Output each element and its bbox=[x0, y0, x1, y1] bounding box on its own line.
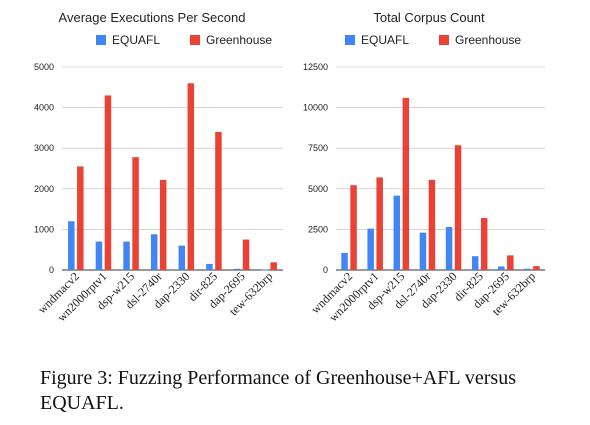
chart2-ytick-2: 5000 bbox=[308, 184, 328, 194]
chart1-legend-swatch-1 bbox=[190, 35, 200, 45]
chart2-ytick-3: 7500 bbox=[308, 143, 328, 153]
chart1-bar-greenhouse-wn2000rptv1 bbox=[104, 95, 112, 270]
chart1-bar-greenhouse-dsl-2740r bbox=[159, 179, 167, 270]
chart2-bar-greenhouse-dap-2330 bbox=[454, 145, 462, 270]
chart2-ytick-1: 2500 bbox=[308, 224, 328, 234]
chart1-bar-equafl-dir-825 bbox=[206, 263, 213, 270]
chart1-legend-swatch-0 bbox=[96, 35, 106, 45]
chart2-bar-greenhouse-dsl-2740r bbox=[428, 179, 436, 270]
chart2-bar-greenhouse-wndmacv2 bbox=[350, 185, 357, 270]
chart1-bar-greenhouse-dsp-w215 bbox=[132, 157, 139, 270]
chart2-bar-greenhouse-dsp-w215 bbox=[402, 97, 410, 270]
chart1-bar-greenhouse-dap-2330 bbox=[187, 83, 195, 271]
chart2-ytick-0: 0 bbox=[323, 265, 328, 275]
chart2-legend-label-0: EQUAFL bbox=[361, 33, 409, 47]
chart1-bar-greenhouse-dap-2695 bbox=[242, 239, 250, 270]
chart1-ytick-2: 2000 bbox=[34, 184, 54, 194]
chart2-bar-equafl-dap-2695 bbox=[498, 266, 505, 270]
chart1-bar-greenhouse-wndmacv2 bbox=[77, 166, 84, 270]
chart1-bar-greenhouse-tew-632brp bbox=[270, 262, 277, 270]
chart2-legend-swatch-1 bbox=[439, 35, 449, 45]
chart2-bar-equafl-dsp-w215 bbox=[393, 195, 401, 270]
chart1-ytick-4: 4000 bbox=[34, 103, 54, 113]
chart1-bar-equafl-dsp-w215 bbox=[123, 241, 130, 270]
chart1-bar-equafl-wndmacv2 bbox=[68, 221, 75, 270]
chart1-legend-label-1: Greenhouse bbox=[206, 33, 272, 47]
chart2-bar-equafl-tew-632brp bbox=[524, 268, 531, 270]
chart2-bar-equafl-wndmacv2 bbox=[341, 252, 348, 270]
chart1-ytick-1: 1000 bbox=[34, 224, 54, 234]
chart1-bar-equafl-dap-2695 bbox=[233, 268, 241, 270]
chart1-ytick-3: 3000 bbox=[34, 143, 54, 153]
chart2-legend-label-1: Greenhouse bbox=[455, 33, 521, 47]
chart2-bar-equafl-dir-825 bbox=[471, 256, 479, 270]
chart2-bar-greenhouse-dir-825 bbox=[480, 218, 488, 270]
chart2-bar-greenhouse-tew-632brp bbox=[533, 266, 540, 270]
chart1-bar-equafl-dap-2330 bbox=[178, 245, 186, 270]
chart2-bar-equafl-dsl-2740r bbox=[419, 232, 427, 270]
chart1-legend-label-0: EQUAFL bbox=[112, 33, 160, 47]
chart2-bar-greenhouse-wn2000rptv1 bbox=[376, 177, 383, 270]
chart2-bar-greenhouse-dap-2695 bbox=[507, 255, 514, 270]
chart1-bar-greenhouse-dir-825 bbox=[215, 131, 222, 270]
chart2-ytick-5: 12500 bbox=[303, 62, 328, 72]
chart2-title: Total Corpus Count bbox=[373, 10, 485, 25]
chart1-title: Average Executions Per Second bbox=[59, 10, 246, 25]
chart1-bar-equafl-tew-632brp bbox=[261, 269, 268, 271]
chart2-ytick-4: 10000 bbox=[303, 103, 328, 113]
charts-figure: Average Executions Per Second EQUAFL Green… bbox=[34, 10, 545, 324]
chart2-bar-equafl-wn2000rptv1 bbox=[367, 228, 374, 270]
chart1-bar-equafl-wn2000rptv1 bbox=[95, 241, 103, 270]
chart1-ytick-5: 5000 bbox=[34, 62, 54, 72]
chart1-bar-equafl-dsl-2740r bbox=[150, 234, 158, 270]
chart1-ytick-0: 0 bbox=[49, 265, 54, 275]
figure-caption: Figure 3: Fuzzing Performance of Greenho… bbox=[40, 367, 516, 414]
chart2-bar-equafl-dap-2330 bbox=[445, 226, 453, 270]
chart2-legend-swatch-0 bbox=[345, 35, 355, 45]
